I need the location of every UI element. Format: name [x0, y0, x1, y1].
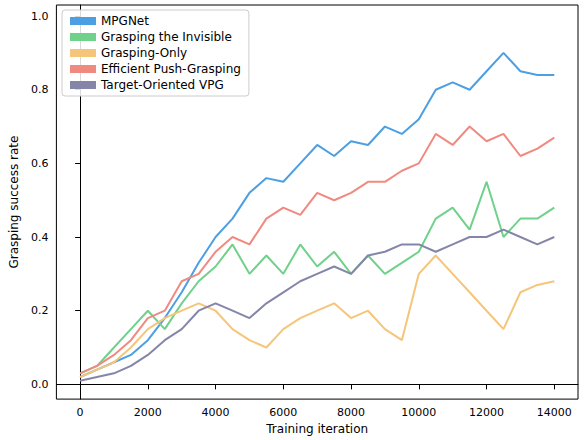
svg-text:8000: 8000 — [337, 406, 365, 419]
svg-text:Target-Oriented VPG: Target-Oriented VPG — [100, 78, 224, 92]
svg-text:4000: 4000 — [202, 406, 230, 419]
svg-text:0.0: 0.0 — [31, 378, 49, 391]
svg-text:Grasping-Only: Grasping-Only — [101, 46, 187, 60]
svg-text:0: 0 — [77, 406, 84, 419]
svg-text:10000: 10000 — [401, 406, 436, 419]
svg-text:1.0: 1.0 — [31, 10, 49, 23]
svg-text:0.4: 0.4 — [31, 231, 49, 244]
svg-text:Training iteration: Training iteration — [265, 422, 368, 436]
svg-text:0.8: 0.8 — [31, 83, 49, 96]
svg-text:MPGNet: MPGNet — [101, 14, 149, 28]
svg-text:6000: 6000 — [269, 406, 297, 419]
svg-text:0.6: 0.6 — [31, 157, 49, 170]
svg-text:Grasping success rate: Grasping success rate — [7, 136, 21, 269]
svg-text:14000: 14000 — [537, 406, 572, 419]
svg-text:2000: 2000 — [134, 406, 162, 419]
svg-text:12000: 12000 — [469, 406, 504, 419]
svg-text:Efficient Push-Grasping: Efficient Push-Grasping — [101, 62, 241, 76]
svg-text:0.2: 0.2 — [31, 304, 49, 317]
svg-text:Grasping the Invisible: Grasping the Invisible — [101, 30, 232, 44]
